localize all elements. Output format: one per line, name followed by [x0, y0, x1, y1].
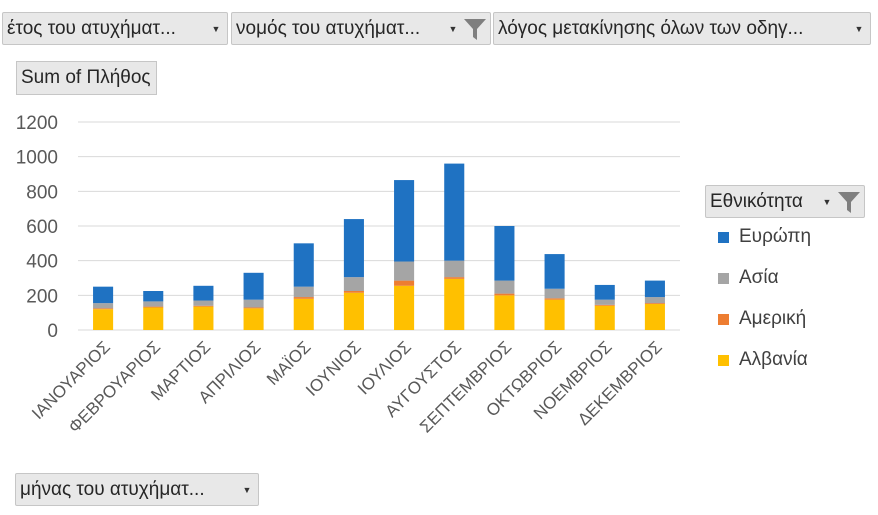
bar-segment-Αμερική: [394, 280, 415, 286]
dropdown-arrow-icon[interactable]: ▼: [822, 196, 832, 207]
bar-segment-Αλβανία: [394, 285, 415, 330]
y-tick-label: 400: [26, 252, 58, 273]
filter-prefecture-label: νομός του ατυχήματ...: [236, 17, 421, 39]
y-tick-label: 0: [47, 321, 58, 342]
x-tick-label: ΣΕΠΤΕΜΒΡΙΟΣ: [416, 337, 515, 436]
filter-reason-button[interactable]: λόγος μετακίνησης όλων των οδηγ... ▼: [493, 12, 871, 45]
legend-swatch: [718, 313, 729, 325]
legend-item: Αλβανία: [718, 349, 808, 371]
bar-segment-Ασία: [143, 301, 164, 307]
legend-item: Ευρώπη: [718, 226, 811, 248]
bar-segment-Αλβανία: [243, 308, 264, 330]
legend-swatch: [718, 231, 729, 243]
filter-year-label: έτος του ατυχήματ...: [7, 17, 176, 39]
bar-segment-Αλβανία: [644, 304, 665, 330]
bar-segment-Αμερική: [544, 298, 565, 300]
bar-segment-Αμερική: [193, 305, 214, 307]
bar-segment-Ευρώπη: [594, 284, 615, 300]
bar-segment-Αμερική: [343, 291, 364, 293]
bar-segment-Ασία: [343, 277, 364, 291]
dropdown-arrow-icon[interactable]: ▼: [854, 23, 864, 34]
axis-field-button[interactable]: μήνας του ατυχήματ... ▼: [15, 473, 259, 506]
y-tick-label: 200: [26, 286, 58, 307]
bar-segment-Ευρώπη: [394, 180, 415, 262]
bar-segment-Αμερική: [444, 277, 465, 279]
bar-segment-Αμερική: [644, 303, 665, 304]
bar-segment-Αμερική: [243, 307, 264, 309]
x-tick-label: ΦΕΒΡΟΥΑΡΙΟΣ: [65, 337, 164, 436]
bar-segment-Ευρώπη: [193, 285, 214, 301]
filter-icon[interactable]: [834, 187, 864, 217]
filter-year-button[interactable]: έτος του ατυχήματ... ▼: [2, 12, 228, 45]
bar-segment-Ασία: [243, 299, 264, 308]
bar-segment-Ευρώπη: [243, 272, 264, 300]
bar-segment-Ευρώπη: [143, 291, 164, 302]
bar-segment-Ασία: [293, 286, 314, 298]
bar-segment-Αλβανία: [544, 299, 565, 330]
bar-segment-Ευρώπη: [293, 243, 314, 287]
bar-segment-Ασία: [544, 288, 565, 299]
filter-icon[interactable]: [460, 14, 490, 44]
bar-segment-Ασία: [93, 303, 114, 309]
dropdown-arrow-icon[interactable]: ▼: [448, 23, 458, 34]
bar-segment-Αμερική: [494, 293, 515, 296]
legend-label: Ασία: [739, 267, 779, 288]
bar-segment-Αλβανία: [193, 306, 214, 330]
bar-segment-Αμερική: [293, 297, 314, 299]
legend-item: Ασία: [718, 267, 779, 289]
y-tick-label: 600: [26, 217, 58, 238]
bar-segment-Ασία: [644, 297, 665, 304]
legend-item: Αμερική: [718, 308, 806, 330]
legend-swatch: [718, 354, 729, 366]
legend-label: Αλβανία: [739, 349, 808, 370]
bar-segment-Αλβανία: [494, 295, 515, 330]
bar-segment-Ασία: [444, 260, 465, 278]
bar-segment-Αλβανία: [143, 307, 164, 330]
filter-prefecture-button[interactable]: νομός του ατυχήματ... ▼: [231, 12, 491, 45]
legend-label: Αμερική: [739, 308, 807, 329]
bar-segment-Αλβανία: [93, 309, 114, 330]
bar-segment-Ασία: [394, 261, 415, 281]
bar-segment-Ευρώπη: [494, 226, 515, 281]
bar-segment-Ευρώπη: [93, 286, 114, 304]
bar-segment-Ευρώπη: [544, 254, 565, 289]
filter-reason-label: λόγος μετακίνησης όλων των οδηγ...: [498, 17, 804, 39]
legend-label: Ευρώπη: [739, 226, 812, 247]
legend-swatch: [718, 272, 729, 284]
bar-segment-Ευρώπη: [444, 163, 465, 261]
value-field-button[interactable]: Sum of Πλήθος: [16, 61, 157, 95]
legend-field-label: Εθνικότητα: [710, 190, 803, 212]
bar-segment-Αμερική: [594, 304, 615, 306]
bar-segment-Ευρώπη: [343, 219, 364, 278]
bar-segment-Ασία: [193, 300, 214, 306]
x-tick-label: ΙΟΥΝΙΟΣ: [302, 337, 365, 400]
bar-segment-Αλβανία: [343, 292, 364, 330]
legend-field-button[interactable]: Εθνικότητα ▼: [705, 185, 865, 218]
bar-segment-Αλβανία: [444, 278, 465, 330]
axis-field-label: μήνας του ατυχήματ...: [20, 478, 205, 500]
bar-segment-Αμερική: [143, 306, 164, 308]
y-tick-label: 1200: [16, 113, 58, 134]
bar-segment-Αλβανία: [293, 298, 314, 330]
y-tick-label: 800: [26, 182, 58, 203]
bar-segment-Αλβανία: [594, 305, 615, 330]
y-tick-label: 1000: [16, 148, 58, 169]
value-field-label: Sum of Πλήθος: [21, 67, 151, 88]
dropdown-arrow-icon[interactable]: ▼: [242, 484, 252, 495]
bar-segment-Ασία: [594, 299, 615, 305]
bar-segment-Αμερική: [93, 308, 114, 310]
bar-segment-Ευρώπη: [644, 280, 665, 298]
bar-segment-Ασία: [494, 280, 515, 294]
dropdown-arrow-icon[interactable]: ▼: [211, 23, 221, 34]
